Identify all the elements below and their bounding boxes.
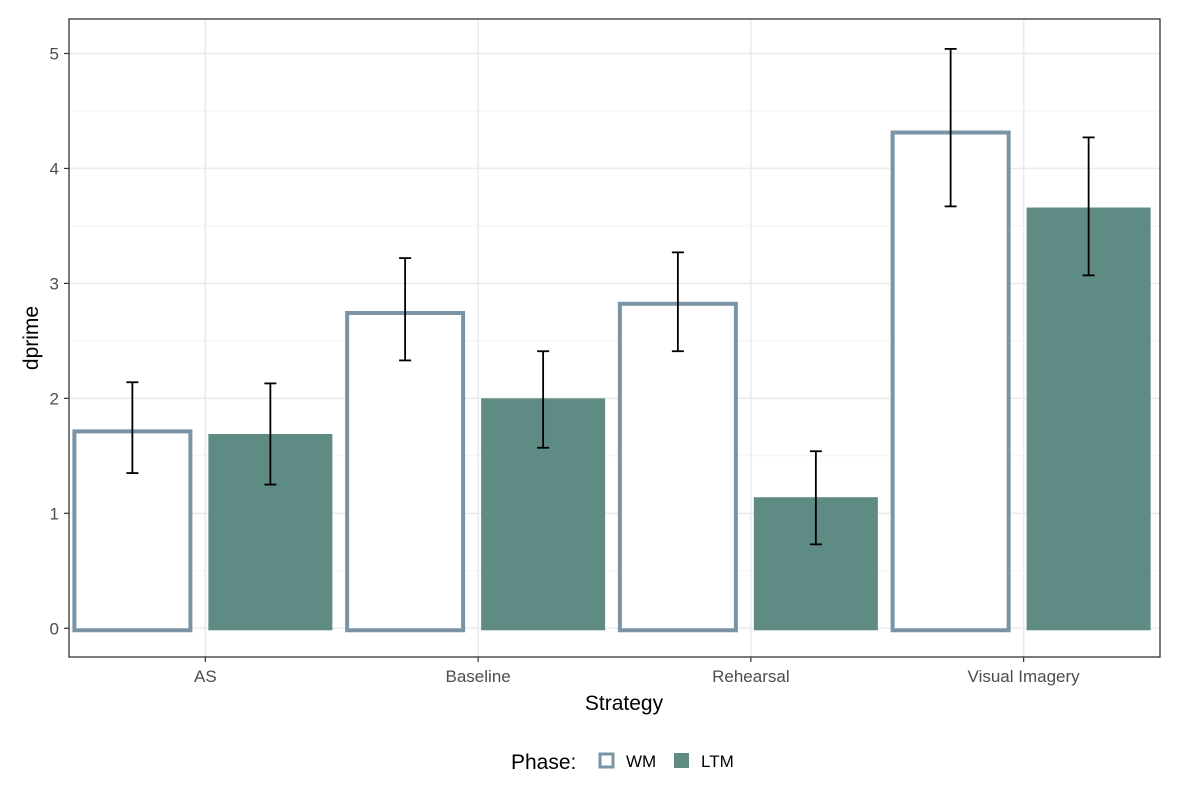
y-tick-label: 4 — [50, 159, 59, 178]
error-bar-ltm-baseline — [537, 350, 550, 449]
error-bars — [126, 47, 1095, 546]
error-bar-wm-rehearsal — [671, 251, 684, 353]
y-tick-label: 3 — [50, 274, 59, 293]
y-tick-label: 2 — [50, 389, 59, 408]
error-bar-ltm-rehearsal — [809, 450, 822, 546]
x-axis-title: Strategy — [585, 692, 664, 715]
panel-frame — [68, 18, 1161, 658]
bar-wm-rehearsal — [617, 301, 738, 633]
bars — [72, 130, 1151, 633]
legend-key-wm — [598, 752, 615, 769]
error-bar-wm-baseline — [399, 257, 412, 362]
legend-key-ltm — [674, 753, 689, 768]
y-axis: 0 1 2 3 4 5 — [50, 44, 69, 638]
y-axis-title: dprime — [20, 306, 43, 370]
legend: Phase: WM LTM — [511, 751, 734, 774]
bar-wm-baseline — [345, 310, 466, 633]
error-bar-ltm-as — [264, 382, 277, 486]
legend-label-wm: WM — [626, 752, 656, 771]
x-tick-label: Baseline — [446, 667, 511, 686]
y-tick-label: 5 — [50, 44, 59, 63]
error-bar-ltm-visual-imagery — [1082, 136, 1095, 277]
bar-wm-visual-imagery — [890, 130, 1011, 633]
legend-title: Phase: — [511, 751, 576, 774]
error-bar-wm-as — [126, 381, 139, 474]
bar-ltm-visual-imagery — [1026, 207, 1151, 631]
panel-border — [68, 18, 1161, 658]
legend-label-ltm: LTM — [701, 752, 734, 771]
error-bar-wm-visual-imagery — [944, 47, 957, 208]
y-tick-label: 1 — [50, 504, 59, 523]
y-tick-label: 0 — [50, 619, 59, 638]
x-tick-label: Visual Imagery — [968, 667, 1081, 686]
x-axis: AS Baseline Rehearsal Visual Imagery — [194, 657, 1080, 686]
x-tick-label: AS — [194, 667, 217, 686]
x-tick-label: Rehearsal — [712, 667, 790, 686]
